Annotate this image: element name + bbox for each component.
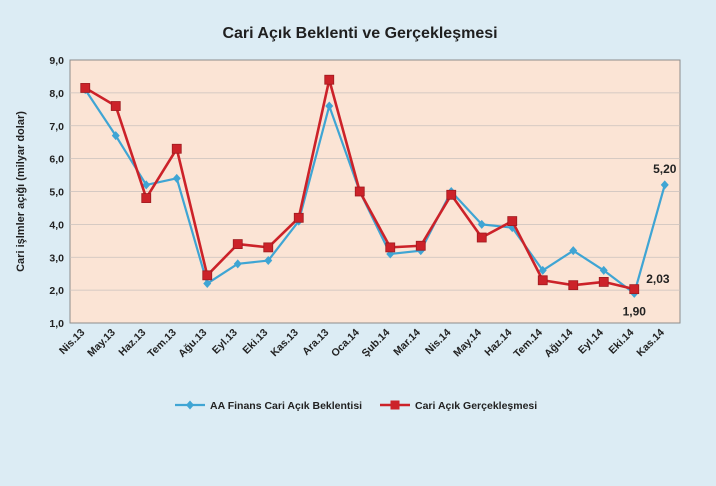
data-point-square (232, 239, 243, 250)
data-point-square (324, 74, 335, 85)
x-tick-label: Kas.14 (634, 327, 667, 360)
legend-marker-expectation (186, 400, 194, 410)
series-layer (80, 74, 669, 298)
x-tick-label: Haz.13 (116, 327, 148, 359)
data-point-square (598, 277, 609, 287)
data-point-diamond (172, 173, 181, 183)
data-point-square (263, 242, 274, 253)
y-tick-label: 9,0 (49, 55, 64, 67)
x-tick-label: Tem.14 (511, 327, 545, 361)
y-axis-label: Cari işlmler açığı (milyar dolar) (15, 111, 27, 272)
x-tick-label: Tem.13 (145, 327, 179, 361)
data-point-diamond (325, 101, 334, 111)
y-tick-label: 8,0 (49, 88, 64, 100)
data-point-diamond (111, 131, 120, 141)
x-tick-label: Haz.14 (482, 327, 514, 359)
x-tick-label: May.14 (451, 327, 484, 360)
x-tick-label: Ara.13 (300, 327, 331, 358)
data-label: 2,03 (646, 272, 670, 286)
data-point-square (171, 143, 182, 154)
data-point-diamond (477, 219, 486, 229)
y-axis-ticks: 1,0 2,0 3,0 4,0 5,0 6,0 7,0 8,0 9,0 (49, 55, 64, 330)
data-point-square (293, 212, 304, 223)
data-point-diamond (264, 256, 273, 266)
data-label: 5,20 (653, 162, 677, 176)
y-tick-label: 4,0 (49, 219, 64, 231)
x-tick-label: Kas.13 (268, 327, 301, 360)
y-tick-label: 2,0 (49, 285, 64, 297)
y-tick-label: 7,0 (49, 121, 64, 133)
x-tick-label: Oca.14 (329, 327, 362, 360)
legend-label-actual: Cari Açık Gerçekleşmesi (415, 400, 537, 412)
data-label: 1,90 (623, 304, 647, 318)
data-labels: 5,20 2,03 1,90 (623, 162, 677, 318)
x-tick-label: Şub.14 (360, 327, 393, 360)
data-point-square (507, 216, 518, 226)
y-tick-label: 5,0 (49, 187, 64, 199)
data-point-square (476, 232, 487, 243)
x-tick-label: Nis.13 (57, 327, 87, 357)
series-1 (80, 74, 640, 295)
data-point-diamond (569, 246, 578, 256)
x-tick-label: May.13 (85, 327, 118, 360)
data-point-square (354, 186, 365, 197)
legend: AA Finans Cari Açık Beklentisi Cari Açık… (175, 400, 537, 412)
data-point-square (446, 189, 457, 200)
data-point-diamond (142, 180, 151, 190)
data-point-square (110, 101, 121, 111)
x-tick-label: Mar.14 (391, 327, 423, 359)
x-tick-label: Eki.14 (606, 327, 636, 357)
data-point-square (202, 270, 213, 281)
data-point-diamond (538, 265, 547, 275)
y-tick-label: 3,0 (49, 252, 64, 264)
data-point-square (629, 284, 640, 295)
chart-title: Cari Açık Beklenti ve Gerçekleşmesi (222, 25, 497, 42)
data-point-diamond (660, 180, 669, 190)
data-point-square (537, 275, 548, 286)
x-tick-label: Eyl.13 (210, 327, 240, 357)
y-tick-label: 6,0 (49, 154, 64, 166)
data-point-square (415, 240, 426, 251)
legend-label-expectation: AA Finans Cari Açık Beklentisi (210, 400, 362, 412)
x-tick-label: Eyl.14 (576, 327, 606, 357)
x-tick-label: Nis.14 (423, 327, 453, 357)
series-line (84, 88, 666, 295)
x-tick-label: Ağu.14 (542, 327, 575, 360)
legend-marker-actual (390, 400, 400, 410)
x-tick-label: Ağu.13 (176, 327, 209, 360)
x-tick-label: Eki.13 (240, 327, 270, 357)
data-point-square (80, 83, 91, 93)
data-point-square (141, 193, 152, 203)
data-point-square (568, 280, 579, 291)
data-point-diamond (203, 279, 212, 289)
data-point-diamond (599, 265, 608, 275)
data-point-diamond (233, 259, 242, 269)
y-tick-label: 1,0 (49, 318, 64, 330)
data-point-square (385, 242, 396, 253)
